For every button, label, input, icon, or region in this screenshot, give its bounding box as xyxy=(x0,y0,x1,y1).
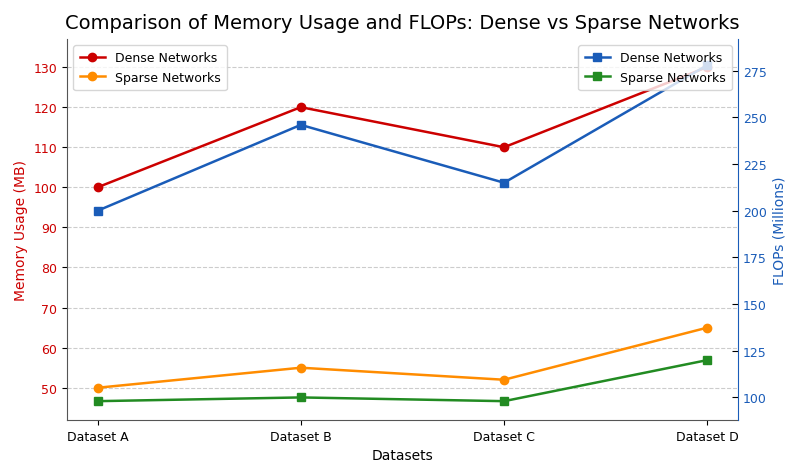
Title: Comparison of Memory Usage and FLOPs: Dense vs Sparse Networks: Comparison of Memory Usage and FLOPs: De… xyxy=(65,14,740,33)
Sparse Networks xyxy=(296,365,306,371)
Dense Networks xyxy=(93,185,102,191)
Sparse Networks xyxy=(296,395,306,400)
Sparse Networks xyxy=(499,398,509,404)
Legend: Dense Networks, Sparse Networks: Dense Networks, Sparse Networks xyxy=(578,46,731,91)
Dense Networks xyxy=(702,65,712,71)
Dense Networks xyxy=(702,63,712,69)
Sparse Networks xyxy=(702,357,712,363)
Dense Networks xyxy=(296,105,306,111)
Sparse Networks xyxy=(499,377,509,383)
Line: Dense Networks: Dense Networks xyxy=(94,64,711,192)
Y-axis label: FLOPs (Millions): FLOPs (Millions) xyxy=(772,176,786,284)
Sparse Networks xyxy=(702,325,712,331)
Y-axis label: Memory Usage (MB): Memory Usage (MB) xyxy=(14,159,28,300)
Sparse Networks xyxy=(93,385,102,391)
Sparse Networks xyxy=(93,398,102,404)
Line: Sparse Networks: Sparse Networks xyxy=(94,324,711,392)
Line: Sparse Networks: Sparse Networks xyxy=(94,356,711,406)
Dense Networks xyxy=(499,145,509,151)
Line: Dense Networks: Dense Networks xyxy=(94,62,711,216)
Dense Networks xyxy=(499,180,509,186)
X-axis label: Datasets: Datasets xyxy=(371,448,434,462)
Legend: Dense Networks, Sparse Networks: Dense Networks, Sparse Networks xyxy=(74,46,226,91)
Dense Networks xyxy=(296,123,306,129)
Dense Networks xyxy=(93,208,102,214)
